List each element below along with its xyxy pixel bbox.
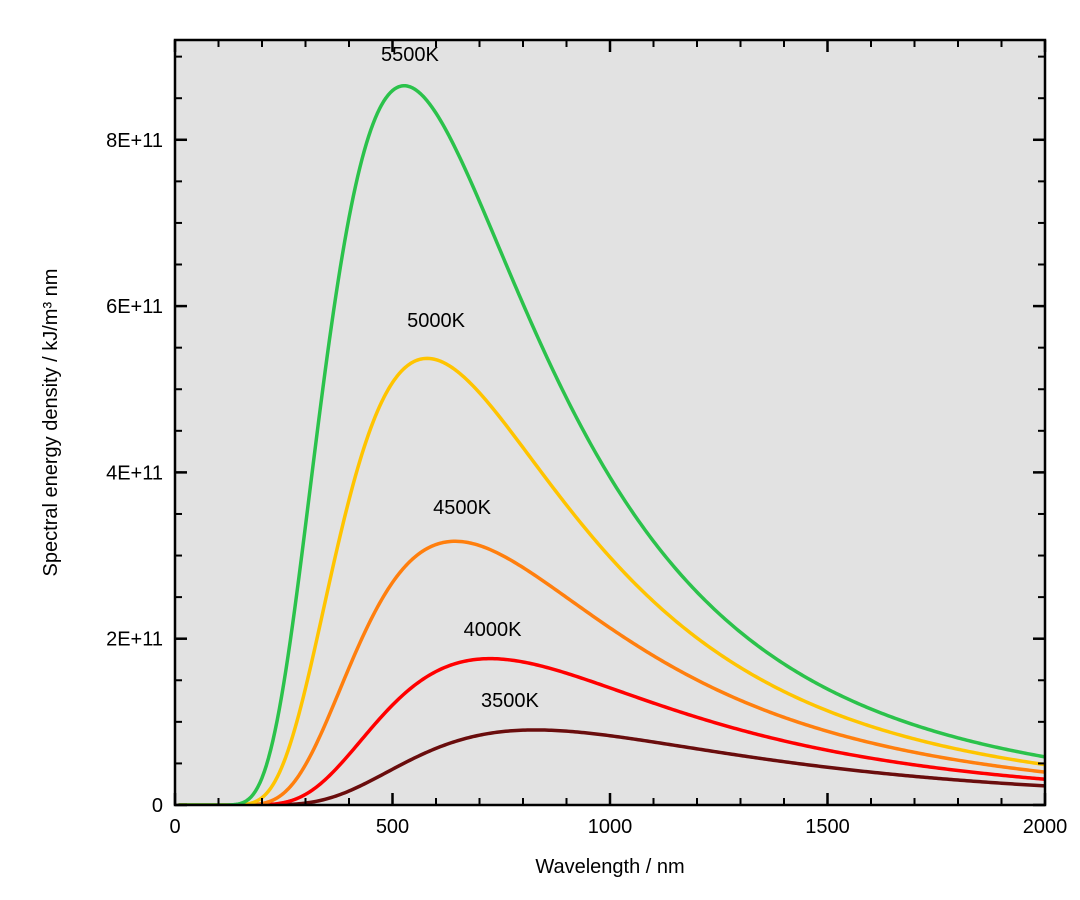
y-tick-label: 2E+11 [106, 629, 163, 651]
curve-label-4000: 4000K [464, 619, 522, 641]
x-tick-label: 1000 [588, 816, 633, 838]
y-tick-label: 0 [152, 795, 163, 817]
curve-label-3500: 3500K [481, 690, 539, 712]
x-tick-label: 2000 [1023, 816, 1068, 838]
x-tick-label: 1500 [805, 816, 850, 838]
curve-label-5000: 5000K [407, 310, 465, 332]
chart-svg: 3500K 4000K 4500K 5000K 5500K 0 500 1000 1500 200… [0, 0, 1080, 900]
x-axis-label: Wavelength / nm [535, 856, 684, 878]
y-tick-label: 8E+11 [106, 130, 163, 152]
y-tick-label: 4E+11 [106, 462, 163, 484]
y-axis-label: Spectral energy density / kJ/m³ nm [40, 269, 62, 577]
x-tick-label: 0 [169, 816, 180, 838]
curve-label-5500: 5500K [381, 44, 439, 66]
x-tick-label: 500 [376, 816, 409, 838]
y-tick-label: 6E+11 [106, 296, 163, 318]
blackbody-chart: 3500K 4000K 4500K 5000K 5500K 0 500 1000 1500 200… [0, 0, 1080, 900]
curve-label-4500: 4500K [433, 497, 491, 519]
